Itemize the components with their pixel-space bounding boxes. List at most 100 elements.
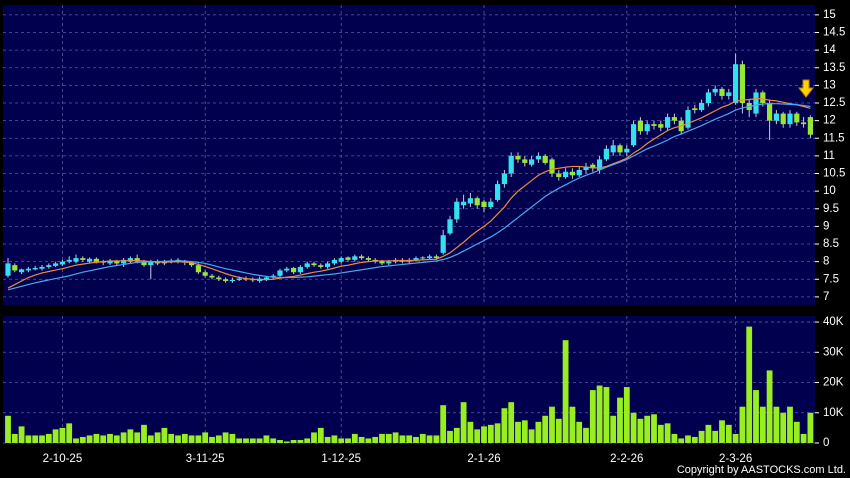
x-tick-label: 3-11-25: [186, 453, 225, 465]
volume-bar: [154, 432, 161, 443]
candle-body: [726, 92, 732, 96]
volume-bar: [515, 421, 521, 443]
candle-body: [787, 113, 793, 125]
volume-bar: [657, 424, 664, 443]
volume-bar: [453, 427, 460, 443]
volume-bar: [134, 432, 141, 443]
volume-bar: [243, 438, 249, 443]
candle-body: [699, 103, 705, 111]
volume-bar: [528, 429, 535, 443]
volume-bar: [358, 436, 365, 443]
candle-body: [501, 173, 507, 185]
candle-body: [522, 159, 528, 163]
volume-bar: [712, 430, 719, 443]
volume-bar: [555, 418, 562, 443]
candle-body: [46, 265, 52, 267]
candle-body: [583, 166, 589, 170]
volume-bar: [596, 385, 603, 443]
y-tick-label: 12: [823, 115, 836, 127]
volume-bar: [18, 426, 25, 443]
volume-bar: [780, 412, 787, 443]
volume-bar: [297, 439, 304, 443]
volume-panel: [3, 316, 815, 443]
candle-body: [236, 278, 242, 280]
volume-bar: [5, 415, 11, 443]
candle-body: [637, 120, 643, 132]
volume-bar: [365, 438, 372, 443]
candle-body: [685, 110, 691, 128]
volume-bar: [222, 432, 229, 443]
candle-body: [107, 260, 113, 264]
volume-bar: [589, 390, 596, 443]
candle-body: [134, 258, 140, 262]
candle-body: [229, 279, 235, 282]
candle-body: [420, 257, 426, 259]
volume-bar: [535, 421, 542, 443]
volume-bar: [583, 427, 589, 443]
candle-body: [284, 268, 290, 271]
volume-bar: [351, 433, 358, 443]
volume-bar: [66, 423, 73, 443]
volume-bar: [460, 402, 467, 443]
volume-bar: [637, 418, 644, 443]
ma-line: [7, 98, 811, 289]
candle-body: [549, 159, 555, 174]
plot-layer: 7 7.5 8 8.5 9 9.5 10 10.5 11 11.5 12 12.5 13 13.5 14 14…: [3, 5, 845, 465]
volume-bar: [73, 438, 79, 443]
volume-bar: [664, 423, 671, 443]
volume-bar: [277, 439, 283, 443]
candle-body: [590, 164, 596, 169]
y-tick-label: 11: [823, 150, 835, 162]
volume-bar: [766, 370, 773, 443]
volume-bar: [562, 340, 569, 443]
candle-body: [563, 171, 569, 178]
y-tick-label: 11.5: [823, 132, 845, 144]
volume-bar: [86, 435, 93, 443]
volume-bar: [549, 406, 555, 443]
y-tick-label: 14.5: [823, 27, 845, 39]
candle-body: [148, 261, 154, 266]
candle-body: [19, 269, 25, 273]
candle-body: [692, 108, 698, 111]
volume-bar: [685, 435, 691, 443]
volume-bar: [100, 435, 107, 443]
volume-bar: [773, 406, 780, 443]
volume-bar: [93, 433, 100, 443]
volume-bar: [304, 438, 311, 443]
candle-body: [39, 266, 45, 269]
volume-bar: [719, 420, 725, 443]
volume-bar: [732, 433, 739, 443]
volume-bar: [283, 441, 290, 443]
x-tick-label: 1-12-25: [321, 453, 361, 465]
candle-body: [665, 117, 671, 128]
volume-bar: [603, 387, 610, 443]
candle-body: [739, 64, 745, 104]
y-tick-label: 7: [823, 291, 829, 303]
y-tick-label: 8.5: [823, 238, 839, 250]
candle-body: [352, 256, 358, 260]
candle-body: [25, 268, 31, 271]
candle-body: [624, 148, 630, 153]
candle-body: [386, 261, 392, 264]
candle-body: [413, 258, 419, 260]
x-tick-label: 2-10-25: [43, 453, 83, 465]
candle-body: [325, 263, 331, 267]
volume-bar: [32, 435, 39, 443]
volume-bar: [39, 435, 45, 443]
volume-bar: [256, 438, 263, 443]
volume-bar: [52, 429, 59, 443]
candle-body: [209, 275, 215, 278]
volume-bar: [807, 412, 814, 443]
candle-body: [32, 267, 38, 270]
volume-bar: [406, 435, 413, 443]
volume-bar: [426, 435, 433, 443]
y-tick-label: 13.5: [823, 62, 845, 74]
candle-body: [767, 103, 773, 121]
candle-body: [304, 263, 310, 267]
volume-bar: [147, 435, 154, 443]
candle-body: [801, 122, 807, 125]
volume-bar: [793, 421, 800, 443]
candle-body: [12, 265, 18, 271]
volume-bar: [630, 412, 637, 443]
volume-bar: [569, 406, 576, 443]
